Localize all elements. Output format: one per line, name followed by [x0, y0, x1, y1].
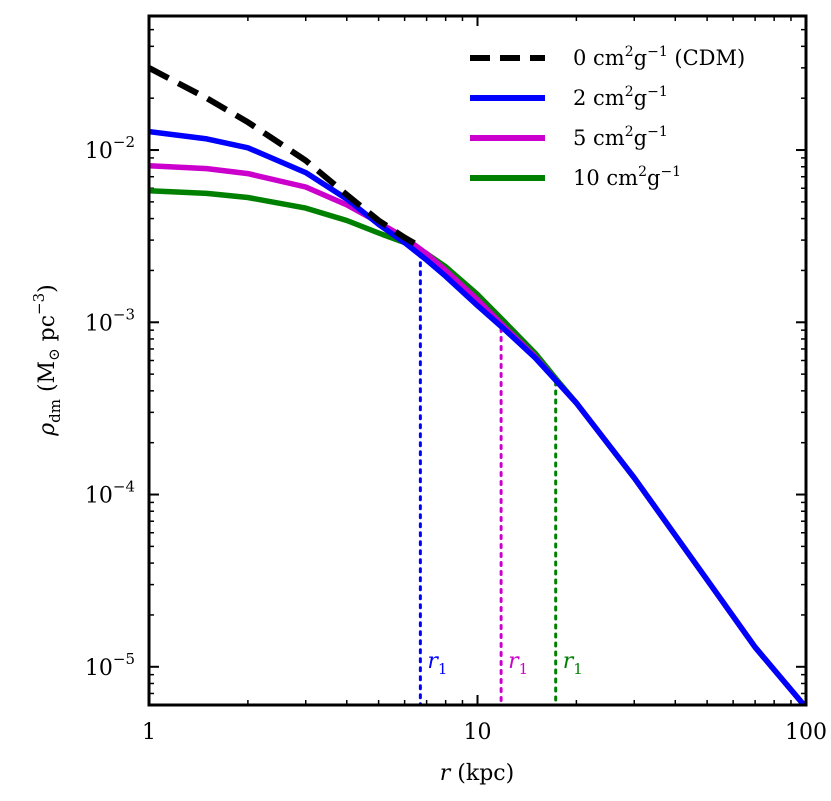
major-ticks: [148, 16, 807, 705]
y-tick-label-0: 10−5: [85, 650, 135, 681]
series-line-2: [149, 163, 806, 705]
x-axis-label: r (kpc): [440, 761, 514, 786]
legend-label-0: 0 cm2g−1 (CDM): [573, 44, 745, 70]
y-axis-label: ρdm (M⊙ pc−3): [30, 284, 64, 437]
r1-label-0: r1: [427, 649, 447, 678]
tick-labels: 1 10 100 10−5 10−4 10−3 10−2: [85, 133, 827, 745]
x-tick-label-0: 1: [142, 720, 156, 745]
plot-area: [149, 65, 806, 705]
x-tick-label-2: 100: [785, 720, 827, 745]
annotation-labels: r1 r1 r1: [427, 649, 582, 678]
legend-label-3: 10 cm2g−1: [573, 164, 681, 190]
axes-frame: [147, 14, 808, 707]
legend-label-1: 2 cm2g−1: [573, 84, 668, 110]
legend-label-2: 5 cm2g−1: [573, 124, 668, 150]
y-tick-label-1: 10−4: [85, 478, 135, 509]
series-line-1: [149, 128, 806, 705]
y-tick-label-2: 10−3: [85, 305, 135, 336]
r1-label-2: r1: [563, 649, 583, 678]
x-tick-label-1: 10: [464, 720, 492, 745]
y-tick-label-3: 10−2: [85, 133, 135, 164]
legend: 0 cm2g−1 (CDM) 2 cm2g−1 5 cm2g−1 10 cm2g−1: [470, 44, 745, 190]
r1-label-1: r1: [508, 649, 528, 678]
series-line-0: [149, 65, 425, 251]
series-line-3: [149, 188, 806, 705]
